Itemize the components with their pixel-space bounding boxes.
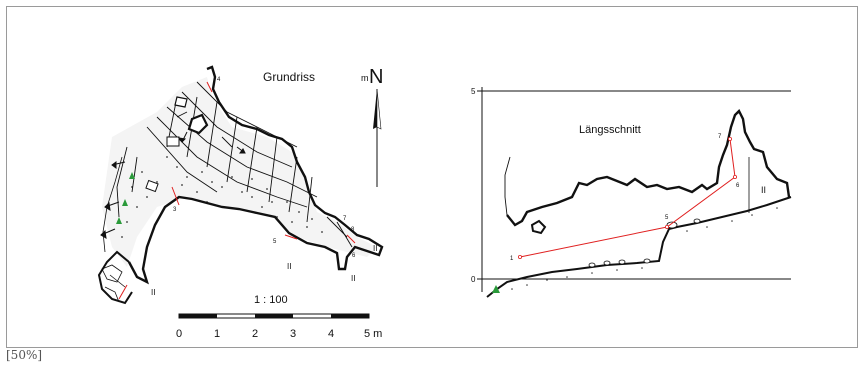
plan-station-7: 7 xyxy=(343,216,347,222)
longitudinal-section: 5 0 Längsschnitt II xyxy=(471,87,792,298)
north-letter: N xyxy=(369,66,383,88)
plan-cave-outline-west xyxy=(97,250,133,305)
section-survey-line xyxy=(519,138,736,258)
plan-title: Grundriss xyxy=(263,70,315,84)
section-station-5: 5 xyxy=(665,215,669,221)
section-floor-stones xyxy=(588,218,701,268)
plan-section-mark-2: II xyxy=(351,274,355,283)
section-plant-icon xyxy=(492,285,500,293)
plan-station-8: 8 xyxy=(351,227,355,233)
scale-tick-5: 5 m xyxy=(364,328,382,340)
section-floor xyxy=(486,196,792,298)
plan-station-4: 4 xyxy=(217,77,221,83)
entrance-rubble xyxy=(101,264,126,303)
floor-plan: 4 3 5 6 7 8 II II II II Grundriss m N xyxy=(97,65,384,340)
pillar-1 xyxy=(187,113,209,135)
section-station-7: 7 xyxy=(718,134,722,140)
cave-map-figure: 4 3 5 6 7 8 II II II II Grundriss m N xyxy=(97,65,792,340)
figure-frame: 4 3 5 6 7 8 II II II II Grundriss m N xyxy=(6,6,858,348)
section-roof xyxy=(506,108,791,227)
plan-section-mark-3: II xyxy=(373,244,377,253)
plan-station-5: 5 xyxy=(273,239,277,245)
zoom-level: [50%] xyxy=(6,348,43,362)
section-stations xyxy=(517,136,738,259)
section-title: Längsschnitt xyxy=(579,124,641,136)
boulder-2 xyxy=(145,179,159,193)
section-roof-west xyxy=(504,156,511,216)
plant-icons xyxy=(116,172,135,224)
scale-tick-2: 2 xyxy=(252,328,258,340)
scale-tick-0: 0 xyxy=(176,328,182,340)
plan-station-6: 6 xyxy=(352,253,356,259)
plan-survey-line xyxy=(118,81,356,300)
pillar-2 xyxy=(174,96,188,108)
rubble-dots xyxy=(121,156,323,238)
north-prefix: m xyxy=(361,73,369,83)
slope-arrows xyxy=(100,131,246,239)
plan-cave-outline xyxy=(127,65,384,285)
boulder-1 xyxy=(166,136,180,147)
plan-section-mark-1: II xyxy=(287,262,291,271)
section-station-6: 6 xyxy=(736,183,740,189)
section-blob xyxy=(530,219,547,235)
scale-bar: 1 : 100 0 1 2 3 4 5 m xyxy=(176,294,382,340)
scale-tick-3: 3 xyxy=(290,328,296,340)
section-floor-rubble xyxy=(511,207,778,290)
scale-label: 1 : 100 xyxy=(254,294,288,306)
section-mark: II xyxy=(761,185,766,195)
scale-tick-4: 4 xyxy=(328,328,334,340)
section-station-1: 1 xyxy=(510,256,514,262)
y-label-5: 5 xyxy=(471,87,476,96)
y-label-0: 0 xyxy=(471,275,476,284)
north-arrow: m N xyxy=(361,66,383,187)
plan-section-mark-4: II xyxy=(151,288,155,297)
plan-station-3: 3 xyxy=(173,207,177,213)
plan-floor-area xyxy=(102,77,377,267)
scale-tick-1: 1 xyxy=(214,328,220,340)
